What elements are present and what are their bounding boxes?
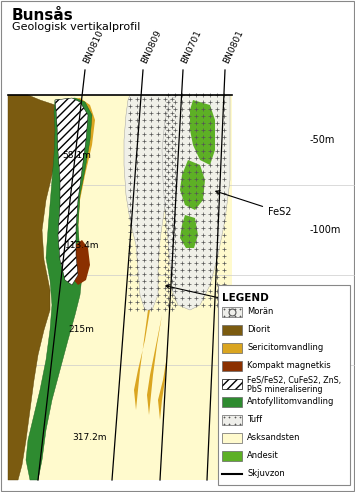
Text: LEGEND: LEGEND	[222, 293, 269, 303]
Bar	[222, 433, 242, 443]
Polygon shape	[147, 295, 165, 415]
Bar	[222, 415, 242, 425]
Text: 113.4m: 113.4m	[65, 241, 99, 249]
Text: 317.2m: 317.2m	[72, 433, 106, 442]
Polygon shape	[162, 95, 230, 310]
Bar	[222, 451, 242, 461]
Text: Geologisk vertikalprofil: Geologisk vertikalprofil	[12, 22, 140, 32]
Text: Andesit: Andesit	[247, 452, 279, 461]
Text: BN0809: BN0809	[140, 29, 163, 65]
Bar	[222, 325, 242, 335]
Bar	[222, 307, 242, 317]
Bar	[218, 285, 350, 485]
Bar	[222, 361, 242, 371]
Text: Sericitomvandling: Sericitomvandling	[247, 343, 323, 352]
Polygon shape	[70, 240, 90, 285]
Bar	[222, 397, 242, 407]
Text: Asksandsten: Asksandsten	[247, 433, 300, 442]
Text: Läge spridd ZnS: Läge spridd ZnS	[166, 285, 299, 312]
Text: PbS mineralisering: PbS mineralisering	[247, 385, 322, 394]
Text: -100m: -100m	[310, 225, 342, 235]
Polygon shape	[180, 215, 198, 248]
Text: Antofyllitomvandling: Antofyllitomvandling	[247, 398, 334, 406]
Bar	[222, 343, 242, 353]
Polygon shape	[180, 160, 205, 210]
Polygon shape	[192, 95, 215, 140]
Polygon shape	[124, 95, 180, 310]
Text: 215m: 215m	[68, 326, 94, 335]
Text: -50m: -50m	[310, 135, 335, 145]
Polygon shape	[8, 95, 60, 480]
Text: Tuff: Tuff	[247, 416, 262, 425]
Text: 58.1m: 58.1m	[62, 151, 91, 159]
Text: BN0701: BN0701	[180, 29, 203, 65]
Text: Bunsås: Bunsås	[12, 8, 74, 23]
Text: -150m: -150m	[310, 315, 342, 325]
Polygon shape	[55, 98, 88, 285]
Text: FeS/FeS2, CuFeS2, ZnS,: FeS/FeS2, CuFeS2, ZnS,	[247, 376, 341, 386]
Text: -200m: -200m	[310, 405, 342, 415]
Text: Diorit: Diorit	[247, 326, 270, 335]
Text: BN0801: BN0801	[222, 29, 245, 65]
Text: FeS2: FeS2	[216, 190, 291, 217]
Polygon shape	[26, 98, 92, 480]
Bar	[222, 379, 242, 389]
Polygon shape	[158, 300, 175, 420]
Text: Skjuvzon: Skjuvzon	[247, 469, 285, 479]
Text: Kompakt magnetkis: Kompakt magnetkis	[247, 362, 331, 370]
Polygon shape	[190, 100, 215, 165]
Text: Morän: Morän	[247, 308, 273, 316]
Polygon shape	[58, 98, 95, 295]
Polygon shape	[134, 290, 152, 410]
Text: BN0810: BN0810	[82, 29, 105, 65]
Bar	[8, 95, 232, 480]
